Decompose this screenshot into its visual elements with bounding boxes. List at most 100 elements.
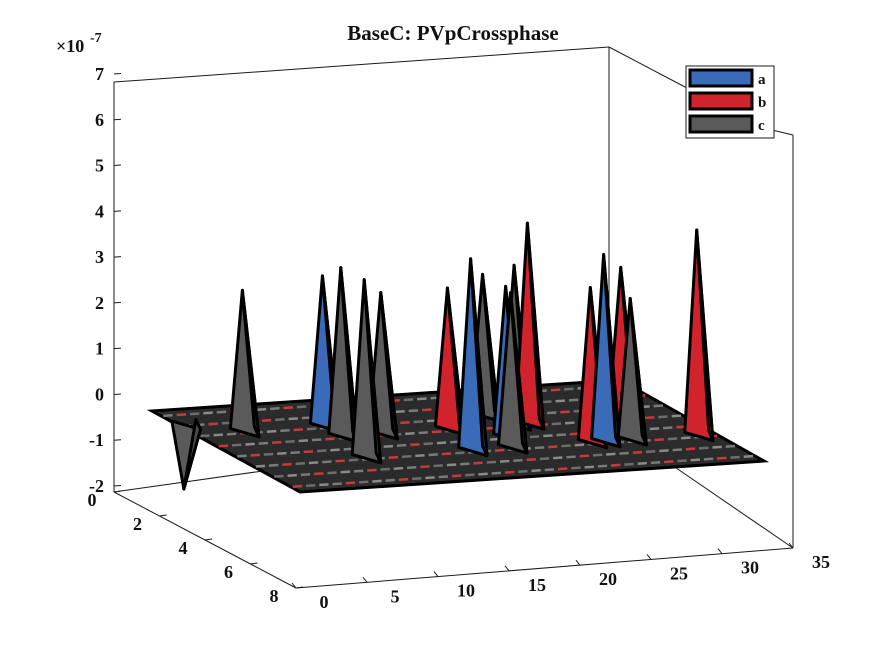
x-tick-mark — [788, 542, 794, 549]
plate-cell-stripe — [662, 426, 673, 430]
plate-cell-stripe — [494, 448, 505, 452]
plate-cell-stripe — [561, 444, 571, 448]
plate-cell-stripe — [305, 484, 316, 488]
plate-cell-stripe — [564, 387, 574, 391]
plate-cell-stripe — [418, 431, 428, 435]
plate-cell-stripe — [308, 461, 319, 465]
top-left-edge — [113, 46, 610, 83]
plate-cell-stripe — [725, 444, 736, 448]
plate-cell-stripe — [413, 420, 424, 424]
exponent-power: -7 — [90, 31, 102, 46]
plate-cell-stripe — [690, 458, 701, 462]
plate-cell-stripe — [271, 440, 282, 445]
plate-cell-stripe — [579, 454, 590, 458]
z-tick-label: 3 — [95, 247, 104, 267]
plate-cell-stripe — [393, 466, 404, 470]
plate-cell-stripe — [270, 406, 280, 411]
plate-cell-stripe — [412, 476, 422, 481]
bar-c — [228, 288, 261, 439]
z-tick-mark — [113, 485, 122, 487]
y-tick-mark — [204, 538, 213, 541]
plate-cell-stripe — [290, 451, 300, 455]
plate-cell-stripe — [280, 428, 290, 433]
plate-cell-stripe — [383, 444, 394, 448]
plate-cell-stripe — [237, 454, 247, 458]
plate-cell-stripe — [420, 465, 430, 469]
plate-cell-stripe — [664, 460, 674, 464]
plate-cell-stripe — [208, 422, 218, 426]
plate-cell-stripe — [610, 463, 621, 467]
y-tick-mark — [113, 490, 122, 493]
z-tick-mark — [113, 347, 122, 350]
plate-cell-stripe — [340, 470, 351, 474]
z-tick-label: 6 — [95, 110, 104, 130]
z-tick-label: 2 — [95, 293, 104, 313]
plate-cell-stripe — [348, 458, 359, 462]
legend-swatch-b — [688, 91, 754, 111]
z-tick-mark — [113, 118, 122, 121]
z-tick-label: 1 — [95, 339, 104, 359]
plate-cell-stripe — [256, 407, 267, 411]
z-axis-ticks: -2 -1 0 1 2 3 4 5 6 7 — [89, 64, 122, 496]
z-tick-label: -1 — [89, 430, 104, 450]
z-tick-mark — [113, 210, 122, 212]
z-tick-label: 7 — [95, 64, 104, 84]
plate-cell-stripe — [571, 466, 581, 470]
plate-cell-stripe — [597, 464, 608, 468]
x-axis-ticks: 0 5 10 15 20 25 30 35 — [291, 542, 830, 612]
x-tick-label: 25 — [670, 563, 688, 583]
plate-cell-stripe — [372, 479, 382, 483]
plate-cell-stripe — [534, 446, 545, 450]
plate-cell-stripe — [292, 484, 303, 489]
plate-cell-stripe — [556, 433, 567, 437]
y-tick-label: 6 — [224, 562, 233, 582]
plate-cell-stripe — [455, 451, 465, 455]
z-tick-mark — [113, 393, 122, 395]
z-tick-mark — [113, 164, 122, 167]
plate-cell-stripe — [653, 404, 664, 408]
plate-cell-stripe — [380, 467, 390, 471]
plate-cell-stripe — [743, 454, 754, 458]
plate-cell-stripe — [283, 406, 293, 410]
z-tick-label: 4 — [95, 201, 104, 221]
plate-cell-stripe — [332, 482, 342, 486]
plate-cell-stripe — [553, 456, 563, 460]
x-tick-label: 0 — [320, 592, 329, 612]
plate-cell-stripe — [313, 472, 324, 476]
plate-cell-stripe — [303, 450, 314, 454]
plate-cell-stripe — [274, 474, 284, 478]
plate-cell-stripe — [529, 435, 540, 439]
plate-cell-stripe — [465, 473, 475, 477]
plate-cell-stripe — [317, 449, 327, 453]
plate-cell-stripe — [261, 418, 272, 422]
plate-cell-stripe — [672, 448, 682, 452]
plate-cell-stripe — [335, 459, 345, 463]
plate-cell-stripe — [555, 399, 565, 403]
plate-cell-stripe — [300, 473, 311, 477]
plate-cell-stripe — [367, 468, 377, 472]
plate-cell-stripe — [677, 459, 687, 463]
plate-cell-stripe — [189, 412, 200, 416]
plate-cell-stripe — [637, 461, 647, 466]
bar-face-right — [362, 278, 383, 465]
plate-cell-stripe — [566, 455, 576, 459]
plate-cell-stripe — [606, 452, 616, 456]
z-tick-label: 0 — [95, 384, 104, 404]
bar-face-right — [379, 290, 399, 441]
plate-cell-stripe — [400, 421, 410, 425]
plate-cell-stripe — [431, 430, 442, 434]
plate-cell-stripe — [550, 388, 561, 392]
plate-cell-stripe — [504, 470, 515, 474]
plate-cell-stripe — [659, 449, 669, 453]
z-tick-mark — [113, 73, 122, 75]
plate-cell-stripe — [345, 481, 356, 485]
plate-cell-stripe — [282, 462, 292, 467]
plate-cell-stripe — [275, 417, 285, 422]
legend-swatch-a — [688, 68, 754, 88]
bar-c — [497, 291, 529, 455]
plate-cell-stripe — [396, 443, 407, 448]
plate-cell-stripe — [460, 462, 470, 466]
plate-cell-stripe — [385, 478, 395, 482]
x-tick-mark — [291, 582, 297, 589]
x-axis-line — [295, 547, 794, 589]
